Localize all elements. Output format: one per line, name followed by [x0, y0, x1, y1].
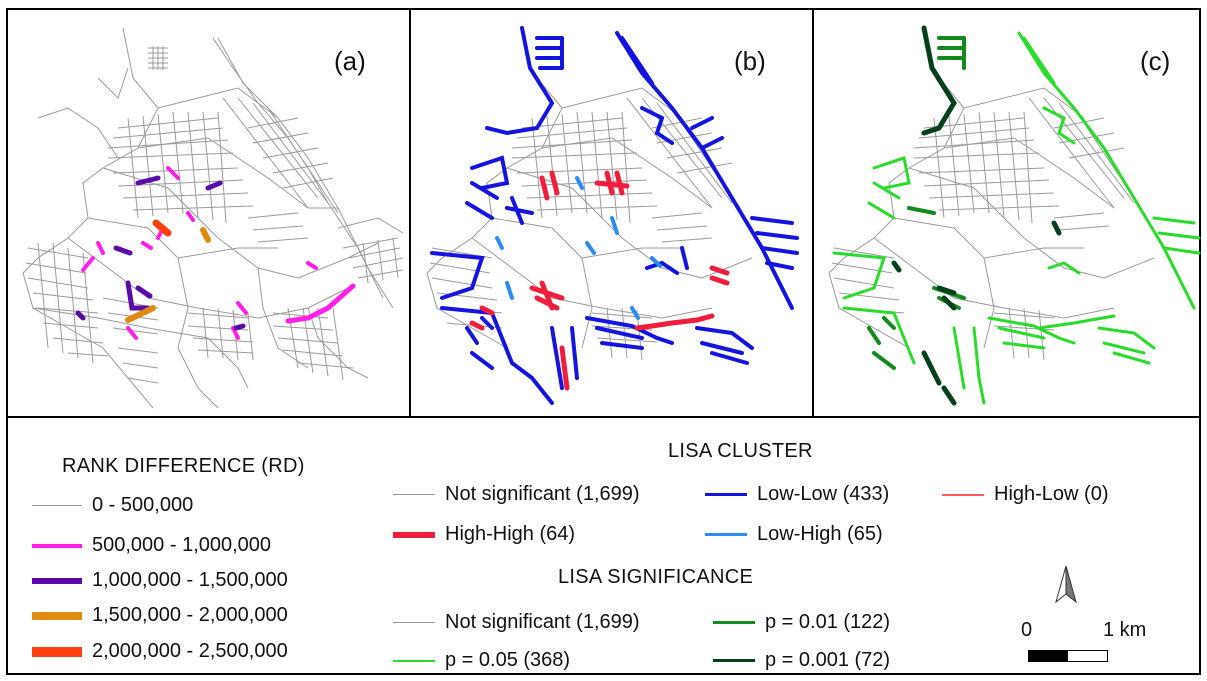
scale-bar-black-segment: [1029, 651, 1068, 661]
rd-label-4: 1,500,000 - 2,000,000: [92, 604, 288, 626]
figure-frame: [6, 8, 1201, 675]
map-panel-c: (c): [814, 8, 1201, 418]
lisa-sig-label-2: p = 0.01 (122): [765, 611, 891, 633]
lisa-cluster-label-2: Low-Low (433): [757, 483, 890, 505]
panel-divider-bc: [812, 8, 814, 418]
panel-divider-ab: [409, 8, 411, 418]
scale-bar-end: 1 km: [1103, 619, 1147, 641]
panel-label-b: (b): [734, 46, 766, 76]
north-arrow-icon: [1055, 565, 1077, 604]
lisa-cluster-swatch-5: [705, 533, 747, 536]
lisa-cluster-swatch-3: [942, 493, 984, 496]
lisa-sig-swatch-3: [393, 659, 435, 662]
low-low-segments-b: [430, 26, 799, 405]
rd-legend-title: RANK DIFFERENCE (RD): [62, 455, 305, 477]
lisa-sig-swatch-2: [713, 621, 755, 624]
lisa-sig-label-4: p = 0.001 (72): [765, 649, 891, 671]
lisa-sig-item-4: p = 0.001 (72): [713, 649, 890, 672]
base-street-network-a: [22, 27, 404, 409]
rd-swatch-4: [32, 611, 82, 620]
p0001-segments-c: [891, 25, 1062, 406]
rd-legend-item-2: 500,000 - 1,000,000: [32, 534, 271, 557]
rd-label-3: 1,000,000 - 1,500,000: [92, 569, 288, 591]
lisa-sig-label-3: p = 0.05 (368): [445, 649, 571, 671]
lisa-cluster-swatch-4: [393, 531, 435, 538]
lisa-cluster-item-2: Low-Low (433): [705, 483, 889, 506]
base-street-network-b: [426, 77, 753, 361]
panel-label-c: (c): [1140, 46, 1171, 76]
lisa-cluster-item-5: Low-High (65): [705, 523, 883, 546]
rd-label-2: 500,000 - 1,000,000: [92, 534, 272, 556]
lisa-cluster-swatch-1: [393, 494, 435, 495]
lisa-cluster-swatch-2: [705, 493, 747, 496]
rd-legend-item-1: 0 - 500,000: [32, 494, 193, 517]
lisa-cluster-item-3: High-Low (0): [942, 483, 1108, 506]
scale-bar: [1028, 650, 1108, 662]
rd-label-5: 2,000,000 - 2,500,000: [92, 640, 288, 662]
high-high-segments-b: [469, 170, 730, 391]
base-street-network-c: [828, 77, 1155, 361]
low-high-segments-b: [495, 176, 662, 320]
lisa-sig-swatch-1: [393, 622, 435, 623]
rd-label-1: 0 - 500,000: [92, 494, 194, 516]
rd-swatch-5: [32, 646, 82, 657]
map-b-network: [426, 26, 799, 405]
rd-swatch-1: [32, 505, 82, 506]
lisa-sig-label-1: Not significant (1,699): [445, 611, 640, 633]
rd-legend-item-3: 1,000,000 - 1,500,000: [32, 569, 288, 592]
lisa-cluster-label-3: High-Low (0): [994, 483, 1109, 505]
lisa-significance-title: LISA SIGNIFICANCE: [558, 566, 754, 588]
map-a-network: [22, 27, 404, 409]
rd-highlighted-segments-a: [75, 166, 356, 340]
map-panel-b: (b): [412, 8, 812, 418]
rd-swatch-3: [32, 577, 82, 584]
lisa-sig-item-2: p = 0.01 (122): [713, 611, 890, 634]
lisa-cluster-item-1: Not significant (1,699): [393, 483, 640, 506]
p005-segments-c: [832, 31, 1201, 405]
rd-swatch-2: [32, 543, 82, 548]
lisa-cluster-label-4: High-High (64): [445, 523, 576, 545]
lisa-cluster-label-1: Not significant (1,699): [445, 483, 640, 505]
panel-label-a: (a): [334, 46, 366, 76]
p001-segments-c: [867, 36, 966, 370]
legend-divider: [6, 416, 1201, 418]
lisa-cluster-title: LISA CLUSTER: [668, 440, 813, 462]
lisa-cluster-label-5: Low-High (65): [757, 523, 883, 545]
lisa-sig-swatch-4: [713, 659, 755, 662]
map-panel-a: (a): [8, 8, 410, 418]
lisa-cluster-item-4: High-High (64): [393, 523, 575, 546]
scale-bar-start: 0: [1021, 619, 1033, 641]
lisa-sig-item-3: p = 0.05 (368): [393, 649, 570, 672]
rd-legend-item-4: 1,500,000 - 2,000,000: [32, 604, 288, 627]
lisa-sig-item-1: Not significant (1,699): [393, 611, 640, 634]
map-c-network: [828, 25, 1201, 406]
rd-legend-item-5: 2,000,000 - 2,500,000: [32, 640, 288, 663]
